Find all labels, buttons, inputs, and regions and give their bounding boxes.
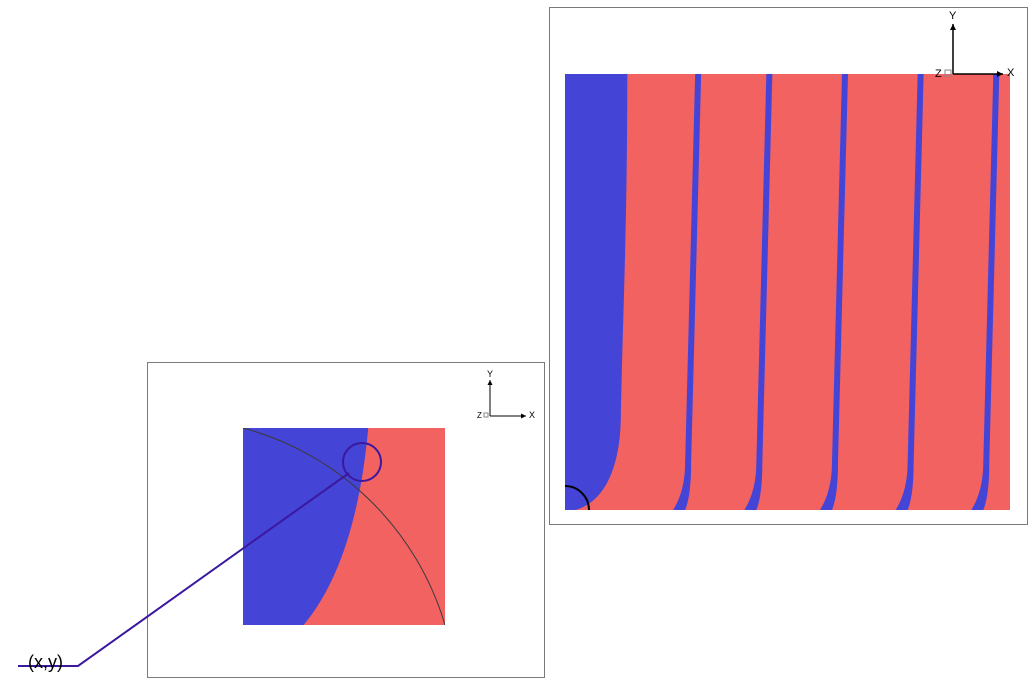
axis-label-x-large: X	[1007, 67, 1014, 79]
axis-label-z-small: Z	[477, 411, 482, 420]
axis-label-z-large: Z	[935, 68, 942, 80]
scene-svg	[0, 0, 1036, 692]
axis-label-y-small: Y	[487, 369, 493, 379]
annotation-point-label: (x,y)	[28, 652, 63, 673]
axis-label-y-large: Y	[949, 10, 956, 22]
axis-label-x-small: X	[529, 410, 535, 420]
